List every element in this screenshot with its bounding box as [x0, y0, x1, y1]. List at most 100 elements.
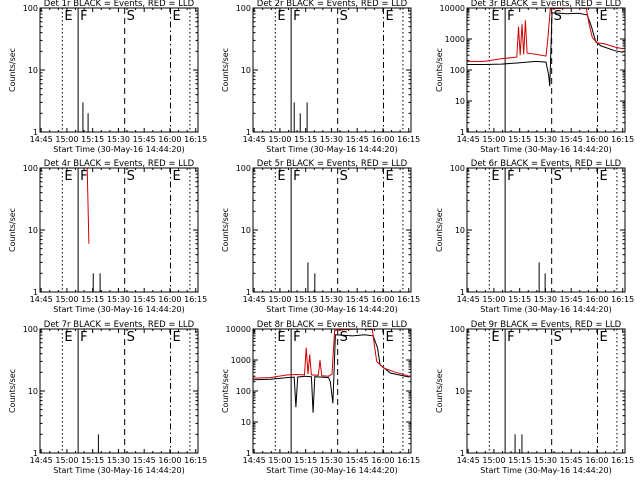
- x-tick-label: 16:15: [397, 135, 420, 144]
- x-tick-label: 15:00: [482, 295, 505, 304]
- marker-label: F: [507, 330, 514, 345]
- x-tick-label: 16:15: [611, 456, 634, 465]
- marker-label: S: [340, 169, 348, 184]
- y-tick-label: 1: [246, 449, 251, 458]
- y-tick-label: 10: [241, 226, 251, 235]
- y-tick-label: 100: [236, 387, 251, 396]
- x-tick-label: 16:00: [158, 295, 181, 304]
- panel-title: Det 1r BLACK = Events, RED = LLD: [44, 0, 195, 9]
- series-lld: [252, 328, 410, 379]
- marker-label: E: [600, 169, 608, 184]
- x-tick-label: 15:30: [534, 135, 557, 144]
- marker-label: S: [554, 169, 562, 184]
- y-tick-label: 1: [246, 128, 251, 137]
- x-tick-label: 16:00: [371, 135, 394, 144]
- x-tick-label: 15:30: [107, 456, 130, 465]
- marker-label: S: [340, 9, 348, 24]
- x-tick-label: 15:15: [81, 135, 104, 144]
- marker-label: E: [386, 330, 394, 345]
- panel-det-5: Det 5r BLACK = Events, RED = LLD Counts/s…: [221, 159, 420, 314]
- y-tick-label: 10000: [440, 4, 465, 13]
- x-axis-label: Start Time (30-May-16 14:44:20): [266, 305, 397, 314]
- marker-label: F: [80, 169, 87, 184]
- series-lld: [86, 167, 90, 244]
- x-tick-label: 15:30: [320, 135, 343, 144]
- y-axis-label: Counts/sec: [435, 208, 444, 252]
- marker-label: F: [507, 169, 514, 184]
- y-tick-label: 1: [246, 288, 251, 297]
- x-tick-label: 16:00: [585, 135, 608, 144]
- y-tick-label: 10: [28, 226, 38, 235]
- x-tick-label: 15:30: [107, 135, 130, 144]
- plot-frame: [39, 167, 199, 293]
- marker-label: E: [386, 169, 394, 184]
- y-tick-label: 100: [236, 4, 251, 13]
- x-tick-label: 15:00: [268, 295, 291, 304]
- plot-frame: [466, 167, 626, 293]
- marker-label: S: [127, 169, 135, 184]
- x-tick-label: 15:00: [482, 456, 505, 465]
- x-tick-label: 14:45: [457, 456, 480, 465]
- x-tick-label: 14:45: [457, 135, 480, 144]
- x-tick-label: 16:00: [158, 135, 181, 144]
- marker-label: E: [600, 330, 608, 345]
- plot-frame: [466, 7, 626, 133]
- marker-label: E: [277, 330, 285, 345]
- plot-frame: [466, 328, 626, 454]
- y-tick-label: 1: [33, 288, 38, 297]
- x-tick-label: 16:00: [585, 456, 608, 465]
- y-tick-label: 100: [23, 164, 38, 173]
- plot-frame: [252, 328, 412, 454]
- x-tick-label: 15:45: [133, 456, 156, 465]
- x-tick-label: 15:15: [508, 295, 531, 304]
- y-tick-label: 10: [28, 387, 38, 396]
- x-tick-label: 15:00: [55, 456, 78, 465]
- x-tick-label: 15:45: [346, 295, 369, 304]
- panel-det-7: Det 7r BLACK = Events, RED = LLD Counts/s…: [8, 320, 207, 475]
- x-tick-label: 15:15: [81, 456, 104, 465]
- marker-label: E: [64, 9, 72, 24]
- x-tick-label: 14:45: [243, 135, 266, 144]
- marker-label: E: [491, 169, 499, 184]
- panel-title: Det 2r BLACK = Events, RED = LLD: [257, 0, 408, 9]
- panel-title: Det 9r BLACK = Events, RED = LLD: [471, 320, 622, 330]
- marker-label: E: [491, 9, 499, 24]
- y-tick-label: 10: [455, 97, 465, 106]
- y-tick-label: 100: [23, 4, 38, 13]
- x-tick-label: 15:00: [268, 456, 291, 465]
- x-tick-label: 16:00: [158, 456, 181, 465]
- x-axis-label: Start Time (30-May-16 14:44:20): [53, 145, 184, 154]
- marker-label: S: [554, 9, 562, 24]
- plot-frame: [39, 7, 199, 133]
- x-tick-label: 15:15: [294, 295, 317, 304]
- x-tick-label: 15:15: [294, 135, 317, 144]
- panel-title: Det 3r BLACK = Events, RED = LLD: [471, 0, 622, 9]
- x-tick-label: 14:45: [457, 295, 480, 304]
- y-tick-label: 10: [455, 226, 465, 235]
- y-axis-label: Counts/sec: [8, 208, 17, 252]
- y-axis-label: Counts/sec: [435, 369, 444, 413]
- x-tick-label: 15:30: [534, 456, 557, 465]
- x-tick-label: 15:00: [482, 135, 505, 144]
- x-tick-label: 16:15: [184, 135, 207, 144]
- x-tick-label: 14:45: [30, 295, 53, 304]
- series-lld: [467, 7, 624, 62]
- y-tick-label: 100: [236, 164, 251, 173]
- y-tick-label: 100: [450, 325, 465, 334]
- panel-title: Det 4r BLACK = Events, RED = LLD: [44, 159, 195, 169]
- plot-frame: [39, 328, 199, 454]
- marker-label: F: [293, 9, 300, 24]
- marker-label: S: [127, 330, 135, 345]
- panel-title: Det 5r BLACK = Events, RED = LLD: [257, 159, 408, 169]
- y-tick-label: 1: [460, 288, 465, 297]
- x-tick-label: 15:45: [133, 295, 156, 304]
- panel-det-6: Det 6r BLACK = Events, RED = LLD Counts/s…: [435, 159, 634, 314]
- x-tick-label: 15:15: [508, 456, 531, 465]
- y-tick-label: 100: [23, 325, 38, 334]
- y-tick-label: 1: [460, 449, 465, 458]
- x-axis-label: Start Time (30-May-16 14:44:20): [480, 145, 611, 154]
- y-tick-label: 1000: [231, 356, 251, 365]
- panel-title: Det 6r BLACK = Events, RED = LLD: [471, 159, 622, 169]
- y-axis-label: Counts/sec: [8, 48, 17, 92]
